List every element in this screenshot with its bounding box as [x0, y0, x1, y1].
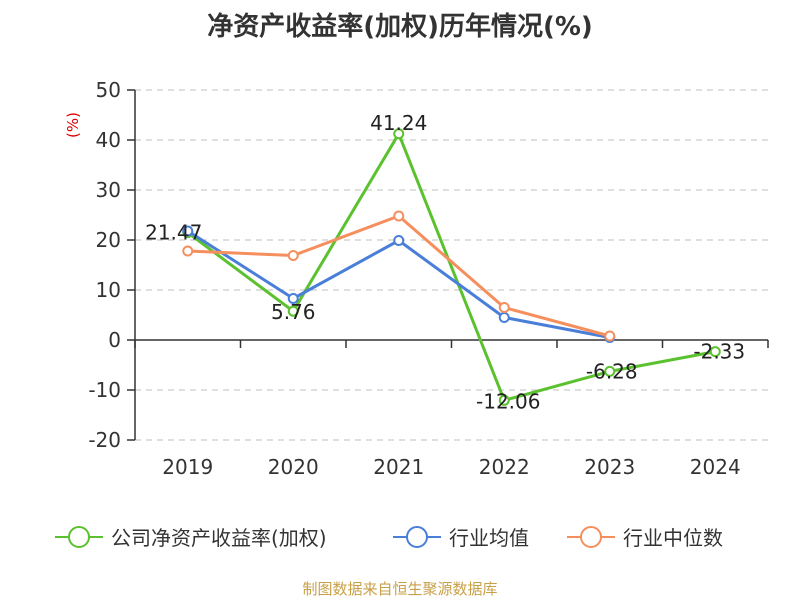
- data-label: -12.06: [476, 389, 540, 413]
- x-tick-label: 2020: [268, 455, 319, 479]
- data-point-2: [393, 210, 405, 222]
- y-tick-label: 40: [96, 128, 121, 152]
- data-point-0: [709, 346, 721, 358]
- data-point-0: [287, 305, 299, 317]
- series-line-1: [186, 229, 611, 339]
- series-line-0: [186, 132, 716, 402]
- y-tick-label: -20: [88, 428, 121, 452]
- x-tick-label: 2022: [479, 455, 530, 479]
- data-label: -2.33: [693, 340, 745, 364]
- y-tick-label: 30: [96, 178, 121, 202]
- data-point-1: [498, 312, 510, 323]
- legend-label: 行业中位数: [623, 526, 723, 550]
- series-line-2: [187, 214, 611, 338]
- y-tick-label: 20: [96, 228, 121, 252]
- data-point-1: [287, 293, 299, 304]
- legend-label: 行业均值: [449, 526, 529, 550]
- data-point-0: [393, 128, 405, 140]
- legend-marker-2: [580, 526, 602, 548]
- axis-layer: 50 40 30 20 10 0 -10 -20 2019 2020 2021 2022 2023 202…: [64, 78, 769, 479]
- legend-marker-1: [406, 526, 428, 548]
- y-tick-label: -10: [88, 378, 121, 402]
- source-note: 制图数据来自恒生聚源数据库: [302, 580, 498, 598]
- x-tick-label: 2019: [162, 455, 213, 479]
- data-label: 41.24: [370, 111, 427, 135]
- legend-layer: 公司净资产收益率(加权) 行业均值 行业中位数: [55, 526, 723, 550]
- data-point-2: [498, 302, 510, 313]
- data-label: -6.28: [586, 359, 638, 383]
- data-point-2: [287, 250, 299, 261]
- data-point-0: [604, 365, 616, 377]
- y-tick-label: 0: [108, 328, 121, 352]
- y-axis-label: (%): [64, 112, 82, 138]
- data-point-1: [393, 235, 405, 246]
- legend-label: 公司净资产收益率(加权): [111, 526, 327, 550]
- x-tick-label: 2021: [373, 455, 424, 479]
- data-label: 21.47: [145, 221, 202, 245]
- data-point-1: [182, 225, 194, 237]
- data-point-0: [498, 394, 510, 406]
- chart-title: 净资产收益率(加权)历年情况(%): [207, 12, 593, 42]
- x-tick-label: 2024: [690, 455, 741, 479]
- data-point-2: [182, 245, 194, 257]
- series-layer: [182, 128, 721, 406]
- data-point-2: [604, 330, 616, 342]
- x-tick-label: 2023: [584, 455, 635, 479]
- label-layer: 21.47 5.76 41.24 -12.06 -6.28 -2.33: [145, 111, 745, 413]
- y-tick-label: 10: [96, 278, 121, 302]
- legend-marker-0: [68, 526, 90, 548]
- data-label: 5.76: [271, 300, 316, 324]
- y-tick-label: 50: [96, 78, 121, 102]
